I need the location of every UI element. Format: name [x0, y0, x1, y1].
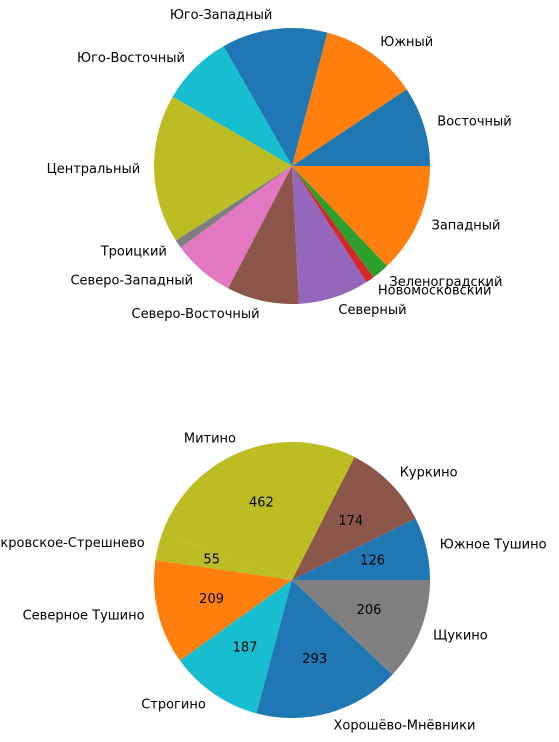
slice-label-южный: Южный: [380, 35, 433, 50]
slice-label-южное-тушино: Южное Тушино: [440, 538, 547, 553]
pie-chart-neighborhoods: Южное Тушино 126 Куркино 174 Митино 462 Покров…: [0, 431, 547, 733]
slice-value-северное-тушино: 209: [199, 592, 224, 607]
slice-label-центральный: Центральный: [47, 162, 141, 177]
slice-value-куркино: 174: [338, 514, 363, 529]
slice-label-северо-восточный: Северо-Восточный: [132, 307, 260, 322]
slice-value-митино: 462: [249, 496, 274, 511]
slice-value-строгино: 187: [233, 641, 258, 656]
slice-value-покровское-стрешнево: 55: [203, 553, 220, 568]
slice-label-северное-тушино: Северное Тушино: [23, 609, 145, 624]
slice-label-северо-западный: Северо-Западный: [70, 274, 193, 289]
slice-label-троицкий: Троицкий: [100, 244, 167, 259]
slice-label-юго-восточный: Юго-Восточный: [77, 51, 185, 66]
slice-label-юго-западный: Юго-Западный: [170, 8, 272, 23]
slice-value-хорошево-мневники: 293: [302, 652, 327, 667]
slice-label-восточный: Восточный: [437, 114, 511, 129]
slice-label-митино: Митино: [184, 431, 236, 446]
slice-label-куркино: Куркино: [400, 466, 458, 481]
slice-label-хорошево-мневники: Хорошёво-Мнёвники: [334, 719, 476, 734]
slice-label-западный: Западный: [432, 218, 501, 233]
slice-label-покровское-стрешнево: Покровское-Стрешнево: [0, 536, 145, 551]
slice-value-щукино: 206: [357, 603, 382, 618]
slice-label-северный: Северный: [338, 303, 406, 318]
slice-label-строгино: Строгино: [141, 698, 206, 713]
slice-value-южное-тушино: 126: [360, 554, 385, 569]
slice-label-щукино: Щукино: [433, 629, 488, 644]
pie-chart-districts: Восточный Южный Юго-Западный Юго-Восточный Ц…: [47, 8, 512, 322]
slice-label-зеленоградский: Зеленоградский: [389, 275, 502, 290]
